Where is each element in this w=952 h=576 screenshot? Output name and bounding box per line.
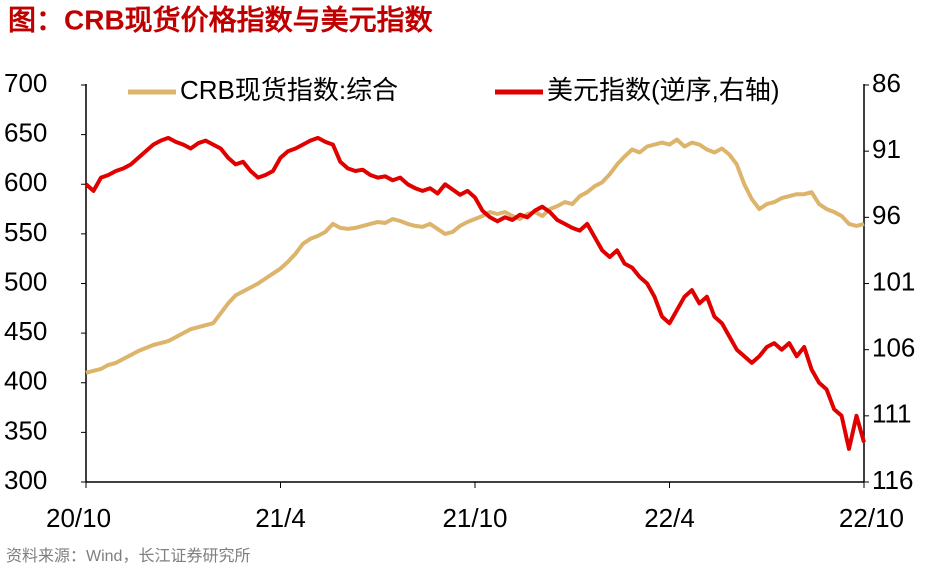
x-tick-label: 22/4 bbox=[644, 503, 695, 533]
y-tick-label: 600 bbox=[4, 167, 47, 197]
x-tick-label: 22/10 bbox=[839, 503, 904, 533]
y-tick-label: 350 bbox=[4, 415, 47, 445]
y2-tick-label: 101 bbox=[872, 266, 915, 296]
y-tick-label: 400 bbox=[4, 366, 47, 396]
y-tick-label: 300 bbox=[4, 465, 47, 495]
y2-tick-label: 111 bbox=[872, 399, 912, 429]
series-line bbox=[84, 135, 866, 451]
y-tick-label: 550 bbox=[4, 217, 47, 247]
y2-tick-label: 106 bbox=[872, 333, 915, 363]
x-tick-label: 20/10 bbox=[46, 503, 111, 533]
y2-tick-label: 86 bbox=[872, 68, 901, 98]
x-tick-label: 21/4 bbox=[255, 503, 306, 533]
chart-title: 图：CRB现货价格指数与美元指数 bbox=[8, 3, 434, 35]
source-note: 资料来源：Wind，长江证券研究所 bbox=[6, 547, 250, 565]
x-tick-label: 21/10 bbox=[442, 503, 507, 533]
y2-tick-label: 91 bbox=[872, 134, 901, 164]
y-tick-label: 500 bbox=[4, 266, 47, 296]
legend-label: CRB现货指数:综合 bbox=[180, 75, 398, 105]
legend-label: 美元指数(逆序,右轴) bbox=[547, 75, 780, 105]
y-tick-label: 700 bbox=[4, 68, 47, 98]
y2-tick-label: 96 bbox=[872, 200, 901, 230]
y2-tick-label: 116 bbox=[872, 465, 913, 495]
series-line bbox=[85, 137, 865, 375]
y-tick-label: 450 bbox=[4, 316, 47, 346]
y-tick-label: 650 bbox=[4, 118, 47, 148]
